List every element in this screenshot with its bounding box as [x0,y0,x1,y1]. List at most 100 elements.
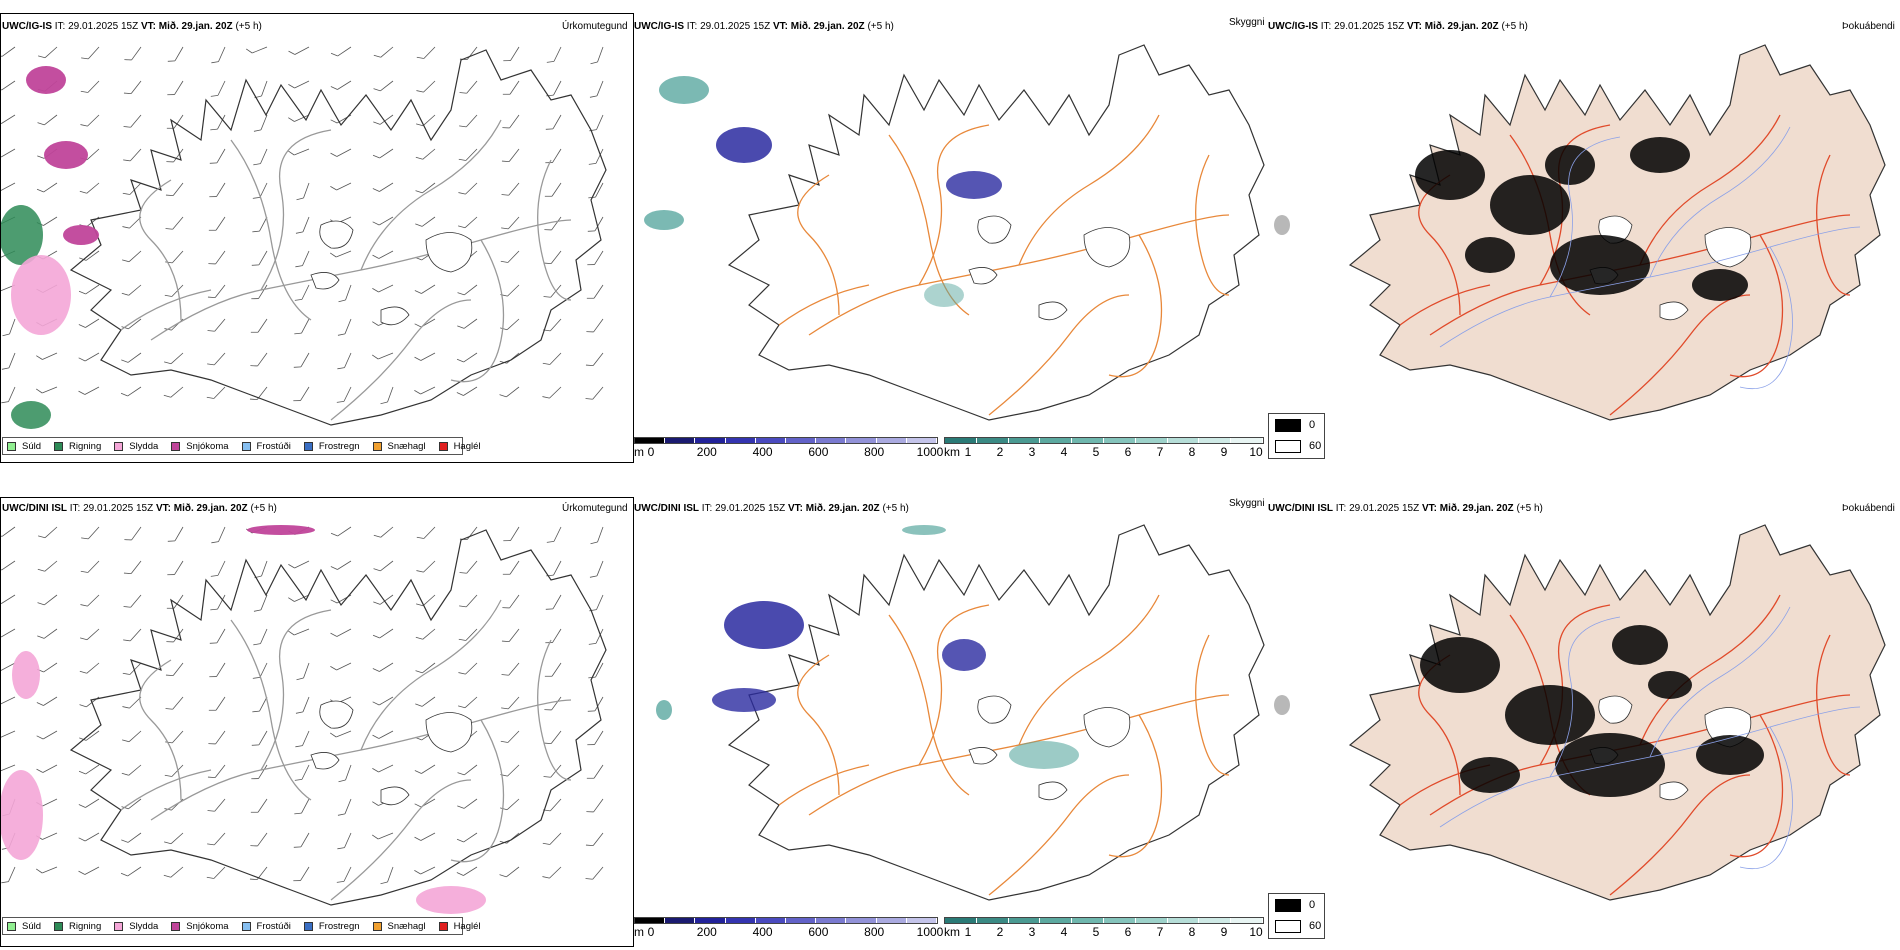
iceland-map [727,44,1265,421]
wind-barb [80,114,100,127]
wind-barb [372,250,394,259]
it-label: IT: [69,503,81,514]
color-bar-segment [1040,918,1073,923]
field-title-precip-row2: Úrkomutegund [562,503,628,514]
wind-barb [123,594,142,608]
wind-barb [36,352,58,360]
color-bar-segment [816,918,847,923]
wind-barb [330,80,352,90]
scale-tick-label: 400 [752,925,773,939]
road-line [808,214,1230,336]
wind-barb [329,250,352,258]
wind-barb [207,832,226,846]
wind-barb [371,352,394,360]
wind-barb [36,764,58,773]
wind-barb [37,594,58,606]
color-bar-segment [1040,438,1073,443]
wind-barb [37,114,58,126]
wind-barb [501,696,520,710]
road-line [150,219,572,341]
wind-barb [37,560,58,572]
wind-barb [167,526,184,542]
legend-item-snjókoma: Snjókoma [171,921,229,932]
wind-barb [122,696,142,709]
scale-tick-label: 6 [1124,925,1132,939]
visibility-area [902,525,946,535]
wind-barb [542,386,562,399]
wind-barb [250,832,268,847]
wind-barb [253,148,268,166]
vt-label: VT: [772,21,788,32]
wind-barb [502,80,520,95]
road-line [808,694,1230,816]
color-bar-segment [876,438,907,443]
wind-barb [253,628,268,646]
road-line [1729,234,1784,378]
wind-barb [36,696,58,706]
color-bar-segment [816,438,847,443]
lead-time: (+5 h) [235,21,262,32]
glacier-outline [1598,695,1633,724]
wind-barb [414,284,436,294]
road-line [1609,774,1751,896]
legend-item-súld: Súld [7,921,41,932]
wind-barb [414,318,436,328]
visibility-area [656,700,672,720]
wind-barb [373,114,394,125]
wind-barb [38,526,58,539]
wind-barb [503,526,520,542]
wind-barb [210,114,226,131]
vt-value: Mið. 29.jan. 20Z [158,21,233,32]
scale-tick-label: 800 [864,445,885,459]
wind-barb [336,866,352,883]
wind-barb [456,866,478,876]
wind-barb [499,866,520,878]
road-line [797,174,840,316]
color-bar-segment [1072,918,1104,923]
glacier-outline [1704,227,1752,268]
color-bar-segment [786,438,817,443]
road-line [139,179,182,321]
scale-tick-label: 2 [996,925,1004,939]
wind-barb [586,764,604,779]
wind-barb [330,662,352,671]
color-bar-segment [1231,438,1263,443]
fog-legend-label: 60 [1309,920,1322,932]
it-value: 29.01.2025 15Z [1349,503,1420,514]
color-bar-segment [665,438,696,443]
wind-barb [293,352,310,368]
wind-barb [585,352,604,367]
wind-barb [295,250,310,268]
wind-barb [329,730,352,738]
run-header-fog-row2: UWC/DINI ISL IT: 29.01.2025 15Z VT: Mið.… [1268,503,1543,515]
wind-barb [207,318,226,332]
glacier-outline [968,747,998,765]
color-bar-segment [976,438,1009,443]
legend-swatch [372,441,382,451]
glacier-outline [319,700,354,729]
scale-tick-label: 8 [1188,445,1196,459]
wind-barb [415,216,436,227]
visibility-scale-row2: km 1 2 3 4 5 6 7 8 9 10 [944,917,1266,941]
wind-barb [586,284,604,299]
river-line [1439,706,1861,828]
precip-type-legend-row2: Súld Rigning Slydda Snjókoma Frostúði Frostre… [2,917,481,935]
fog-area [1550,235,1650,295]
precip-snow-area [44,141,88,169]
glacier-outline [1659,781,1689,801]
wind-barb [458,628,478,641]
legend-label: Haglél [453,440,481,452]
fog-area [1630,137,1690,173]
it-label: IT: [686,21,698,32]
map-precip-row1 [1,35,633,455]
model-name: UWC/IG-IS [1268,21,1318,32]
wind-barb [245,46,268,54]
wind-barb [167,80,184,96]
wind-barb [287,148,310,156]
wind-barb [1,386,16,404]
glacier-outline [968,267,998,285]
wind-barb [543,250,562,265]
it-value: 29.01.2025 15Z [68,21,139,32]
wind-barb [165,662,184,677]
road-line [1509,134,1591,316]
